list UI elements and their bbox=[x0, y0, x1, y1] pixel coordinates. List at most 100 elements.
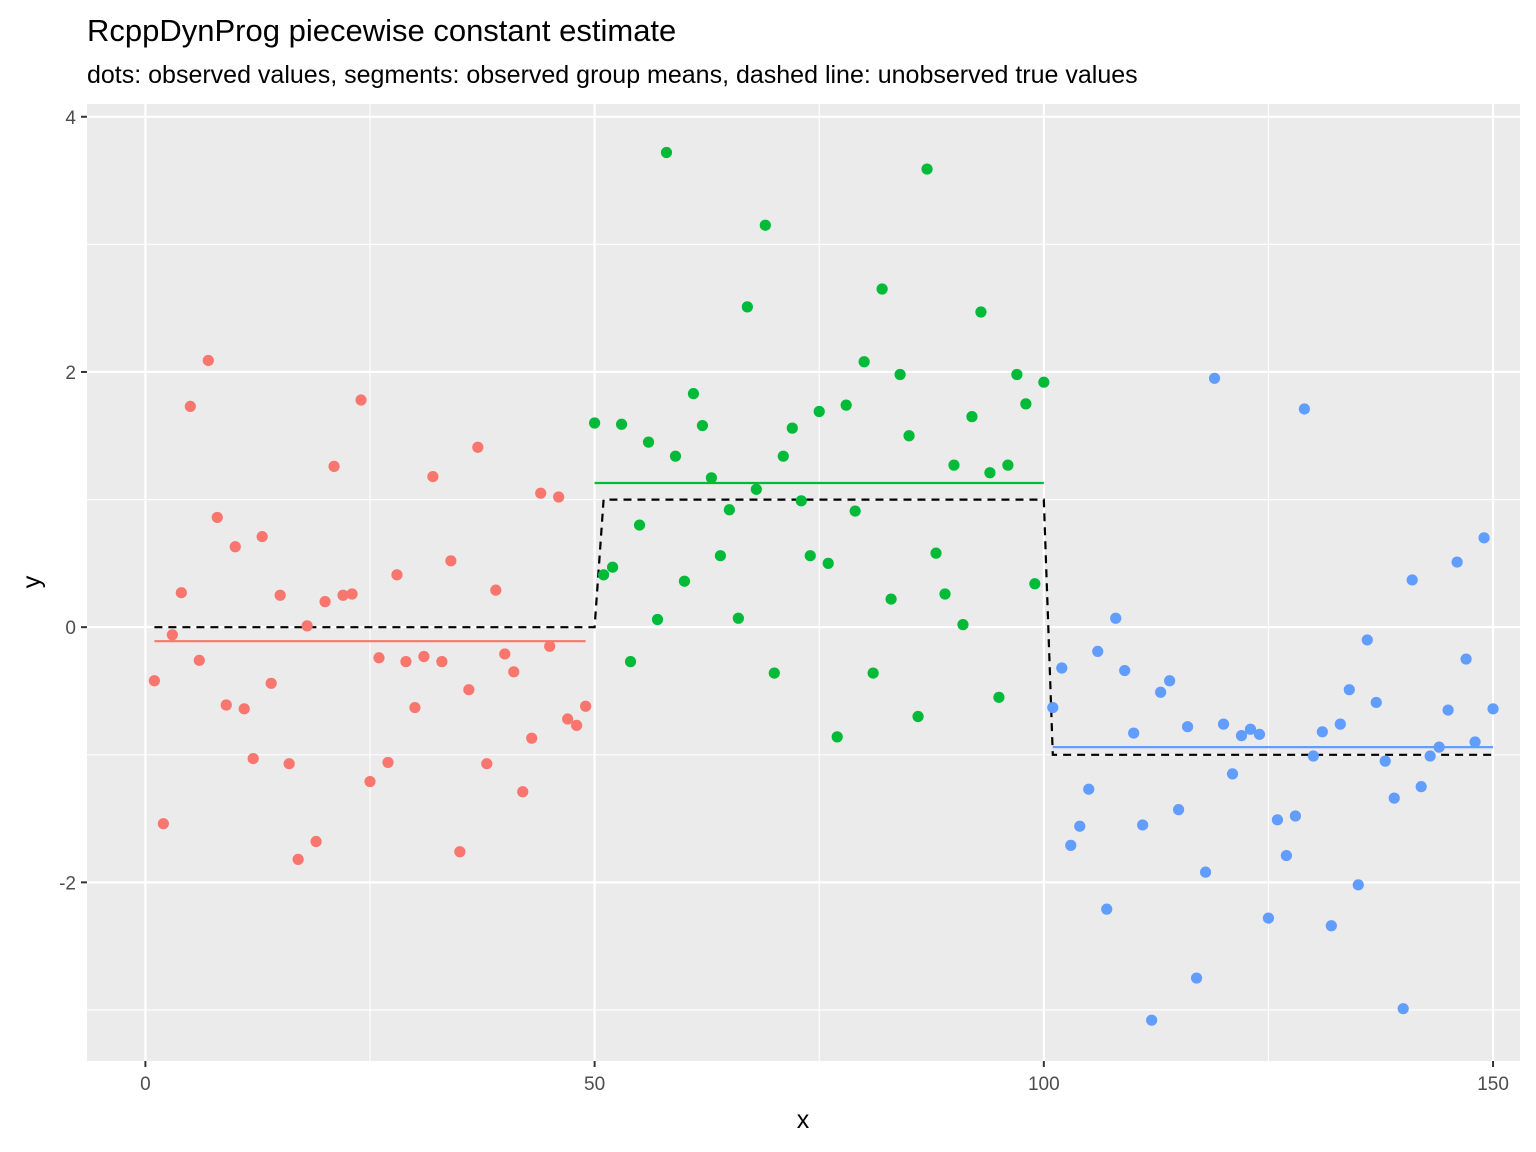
data-point bbox=[1289, 810, 1301, 822]
x-axis: 0 50 100 150 bbox=[140, 1061, 1509, 1095]
data-point bbox=[1092, 645, 1104, 658]
data-point bbox=[894, 368, 906, 381]
data-point bbox=[337, 589, 349, 601]
data-point bbox=[229, 541, 241, 553]
data-point bbox=[1074, 820, 1086, 832]
data-point bbox=[1137, 819, 1149, 831]
data-point bbox=[885, 593, 897, 605]
data-point bbox=[544, 640, 556, 652]
data-point bbox=[822, 557, 834, 569]
data-point bbox=[238, 703, 250, 715]
data-point bbox=[732, 612, 744, 624]
data-point bbox=[795, 495, 807, 507]
major-gridlines bbox=[87, 104, 1520, 1061]
data-point bbox=[660, 146, 673, 159]
data-point bbox=[1155, 686, 1167, 698]
data-point bbox=[723, 504, 735, 516]
data-point bbox=[1164, 675, 1176, 687]
data-point bbox=[490, 584, 502, 596]
data-point bbox=[1011, 368, 1023, 381]
data-point bbox=[1047, 701, 1059, 714]
data-point bbox=[903, 430, 915, 442]
data-point bbox=[472, 441, 484, 453]
data-point bbox=[328, 460, 340, 472]
data-point bbox=[1388, 792, 1400, 804]
data-point bbox=[1038, 376, 1050, 388]
data-point bbox=[1208, 372, 1221, 384]
data-point bbox=[148, 675, 160, 687]
data-point bbox=[1316, 726, 1328, 738]
data-point bbox=[562, 713, 574, 725]
data-point bbox=[436, 656, 448, 668]
data-point bbox=[1119, 664, 1131, 677]
data-point bbox=[840, 399, 852, 411]
data-point bbox=[930, 547, 942, 559]
data-point bbox=[589, 417, 601, 429]
data-point bbox=[256, 530, 268, 543]
data-point bbox=[1101, 903, 1113, 915]
data-point bbox=[1361, 634, 1373, 646]
data-point bbox=[912, 710, 924, 723]
data-point bbox=[382, 756, 394, 769]
data-point bbox=[1451, 556, 1463, 568]
data-point bbox=[1370, 696, 1382, 709]
chart-title: RcppDynProg piecewise constant estimate bbox=[87, 13, 676, 48]
data-point bbox=[1199, 866, 1212, 878]
data-point bbox=[858, 356, 870, 368]
data-point bbox=[580, 700, 592, 712]
data-point bbox=[319, 596, 331, 608]
data-point bbox=[759, 219, 771, 231]
data-point bbox=[184, 400, 196, 413]
data-point bbox=[687, 388, 700, 400]
data-point bbox=[427, 470, 439, 483]
data-point bbox=[1379, 755, 1391, 767]
data-point bbox=[409, 701, 421, 714]
y-tick-label: 2 bbox=[65, 363, 76, 384]
x-tick-label: 0 bbox=[140, 1074, 151, 1095]
data-point bbox=[1065, 839, 1077, 851]
plot-panel bbox=[87, 104, 1520, 1061]
data-point bbox=[1146, 1014, 1158, 1026]
data-point bbox=[220, 699, 232, 711]
data-point bbox=[202, 354, 214, 367]
data-point bbox=[669, 450, 682, 462]
group-means-layer bbox=[154, 481, 1494, 749]
data-point bbox=[1442, 704, 1454, 716]
data-point bbox=[975, 306, 987, 318]
data-point bbox=[391, 569, 403, 581]
data-point bbox=[283, 758, 295, 770]
data-point bbox=[1298, 403, 1310, 415]
data-point bbox=[849, 505, 861, 517]
data-point bbox=[211, 511, 223, 524]
data-point bbox=[463, 684, 475, 696]
data-point bbox=[921, 163, 933, 175]
data-point bbox=[624, 656, 637, 668]
data-point bbox=[966, 411, 978, 423]
data-point bbox=[831, 731, 843, 743]
data-point bbox=[292, 853, 304, 865]
data-point bbox=[777, 450, 789, 462]
data-point bbox=[939, 588, 951, 600]
data-point bbox=[1217, 718, 1230, 730]
data-point bbox=[373, 652, 385, 664]
y-axis: -2 0 2 4 bbox=[59, 108, 87, 894]
y-tick-label: 0 bbox=[65, 618, 76, 639]
data-point bbox=[1128, 727, 1140, 739]
data-point bbox=[535, 487, 547, 499]
data-point bbox=[705, 472, 718, 484]
data-point bbox=[1460, 653, 1472, 665]
data-point bbox=[1083, 783, 1095, 795]
data-point bbox=[247, 752, 259, 765]
chart-subtitle: dots: observed values, segments: observe… bbox=[87, 61, 1138, 89]
true-values-layer bbox=[154, 498, 1493, 756]
data-point bbox=[1307, 750, 1319, 762]
true-values-line bbox=[154, 498, 1493, 756]
data-point bbox=[1226, 768, 1239, 780]
data-point bbox=[714, 550, 726, 562]
data-point bbox=[1415, 781, 1427, 793]
data-point bbox=[1397, 1003, 1409, 1015]
data-point bbox=[642, 436, 655, 448]
data-point bbox=[1020, 398, 1032, 410]
x-tick-label: 50 bbox=[584, 1074, 605, 1095]
